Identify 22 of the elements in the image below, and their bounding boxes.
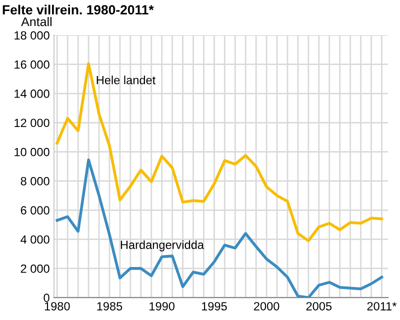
y-tick-label: 16 000 — [14, 60, 50, 69]
series-label: Hardangervidda — [120, 240, 204, 252]
line-series — [56, 158, 384, 298]
y-tick-label: 8 000 — [20, 177, 50, 186]
x-tick-label: 2000 — [254, 302, 280, 310]
x-tick-label: 1985 — [97, 302, 122, 310]
x-tick-label: 2011* — [367, 302, 397, 310]
y-tick-label: 6 000 — [20, 206, 50, 215]
chart-title: Felte villrein. 1980-2011* — [2, 4, 154, 14]
y-tick-label: 18 000 — [14, 31, 50, 40]
y-tick-label: 4 000 — [20, 235, 50, 244]
y-tick-label: 14 000 — [14, 90, 50, 98]
y-tick-label: 2 000 — [20, 264, 50, 273]
y-axis-title: Antall — [21, 16, 52, 26]
y-tick-label: 10 000 — [14, 148, 50, 156]
x-tick-label: 1980 — [44, 302, 70, 310]
y-tick-label: 12 000 — [14, 118, 50, 128]
series-label: Hele landet — [96, 76, 156, 84]
x-tick-label: 1990 — [150, 302, 175, 310]
x-tick-label: 2005 — [306, 302, 332, 310]
y-tick-label: 0 — [44, 294, 50, 302]
x-tick-label: 1995 — [202, 302, 227, 310]
